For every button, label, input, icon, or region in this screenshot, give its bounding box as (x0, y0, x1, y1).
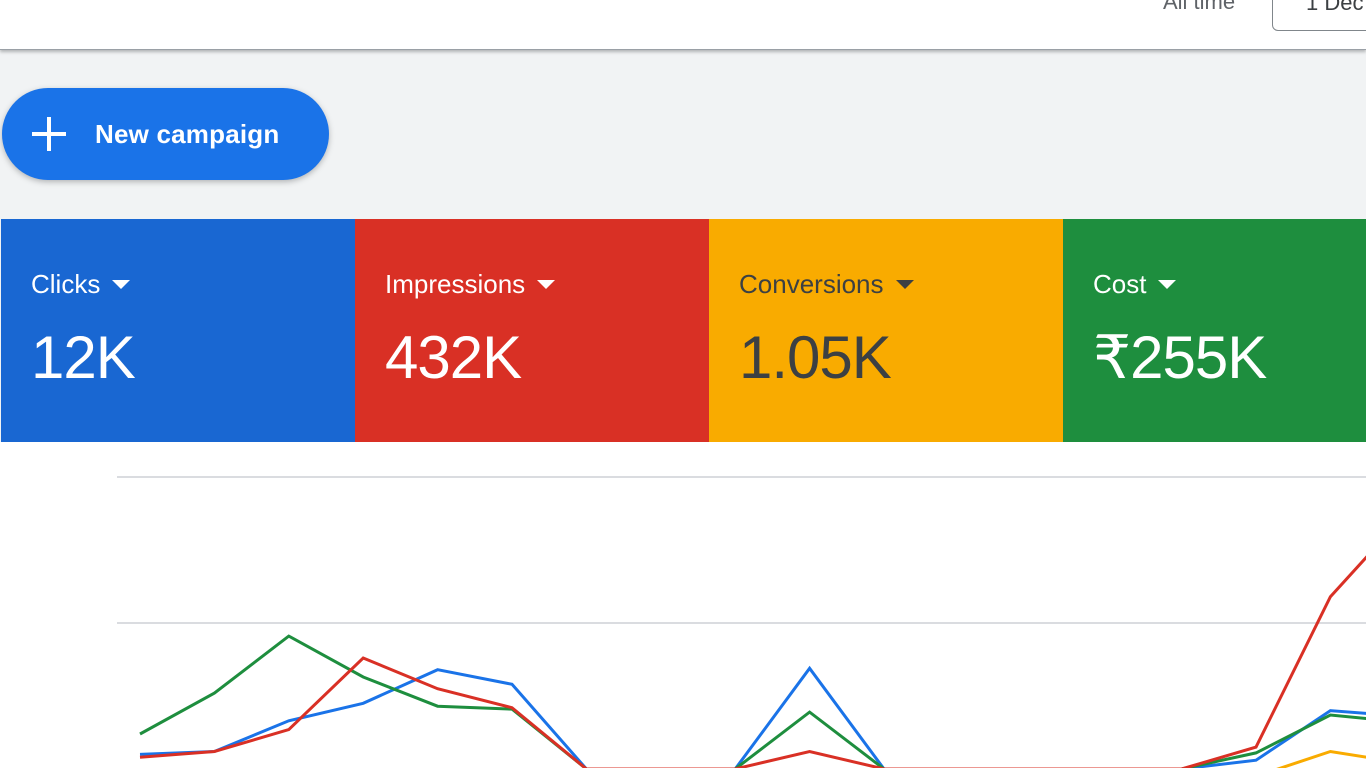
new-campaign-button[interactable]: New campaign (2, 88, 329, 180)
metric-label-text: Clicks (31, 269, 101, 299)
metric-value: 432K (385, 324, 522, 391)
metric-card-impressions[interactable]: Impressions 432K (355, 219, 709, 442)
metric-label-text: Impressions (385, 269, 526, 299)
metric-label-text: Cost (1093, 269, 1147, 299)
dropdown-caret-icon (1158, 279, 1177, 289)
series-line-0 (139, 665, 1366, 768)
dropdown-caret-icon (112, 279, 131, 289)
metric-card-clicks[interactable]: Clicks 12K (1, 219, 355, 442)
date-range-label[interactable]: All time (1163, 0, 1236, 14)
metric-label: Conversions (739, 269, 914, 300)
dropdown-caret-icon (537, 279, 556, 289)
metric-value: 1.05K (739, 324, 892, 391)
metric-label: Cost (1093, 269, 1177, 300)
series-line-1 (139, 555, 1366, 768)
series-line-2 (139, 634, 1366, 768)
plus-icon (32, 117, 66, 151)
metric-label: Impressions (385, 269, 556, 300)
metric-label-text: Conversions (739, 269, 884, 299)
line-chart (117, 476, 1366, 768)
top-bar: All time 1 Dec (0, 0, 1366, 50)
metric-card-cost[interactable]: Cost ₹255K (1063, 219, 1366, 442)
metric-value: 12K (31, 324, 136, 391)
metric-value: ₹255K (1093, 324, 1267, 391)
date-range-value: 1 Dec (1306, 0, 1364, 15)
date-range-picker[interactable]: 1 Dec (1272, 0, 1366, 31)
new-campaign-label: New campaign (95, 119, 280, 149)
performance-chart (0, 442, 1366, 768)
series-line-3 (1276, 749, 1366, 768)
metric-card-conversions[interactable]: Conversions 1.05K (709, 219, 1063, 442)
dropdown-caret-icon (895, 279, 914, 289)
metric-label: Clicks (31, 269, 131, 300)
